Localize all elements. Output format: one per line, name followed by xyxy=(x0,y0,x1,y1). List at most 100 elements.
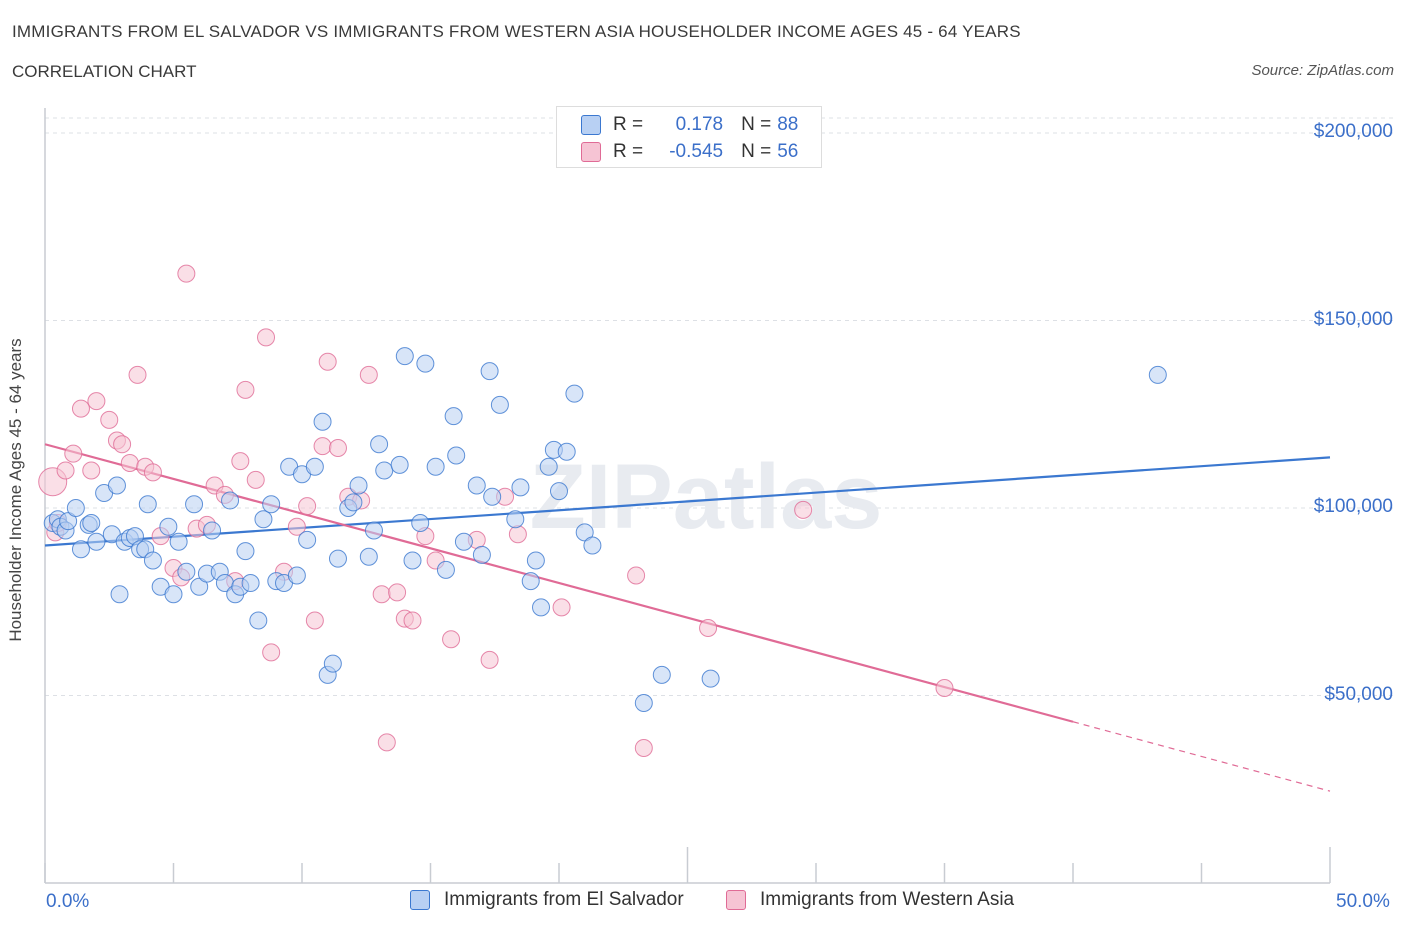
legend-r-label: R = xyxy=(613,114,644,135)
data-point-el-salvador xyxy=(66,499,85,517)
data-point-el-salvador xyxy=(483,487,502,506)
data-point-el-salvador xyxy=(375,461,394,480)
data-point-el-salvador xyxy=(403,551,422,570)
data-point-el-salvador xyxy=(364,521,383,540)
source-label: Source: ZipAtlas.com xyxy=(1251,62,1394,79)
data-point-el-salvador xyxy=(221,491,240,510)
y-tick-label: $150,000 xyxy=(1313,308,1393,330)
data-point-western-asia xyxy=(359,365,378,384)
data-point-el-salvador xyxy=(506,510,525,529)
data-point-el-salvador xyxy=(241,574,260,592)
legend-r-value: 0.178 xyxy=(675,114,724,135)
legend-swatch-blue xyxy=(581,115,601,135)
data-point-el-salvador xyxy=(426,457,445,476)
data-point-el-salvador xyxy=(467,476,486,495)
series-name: Immigrants from El Salvador xyxy=(444,889,684,910)
data-point-el-salvador xyxy=(526,551,545,570)
data-point-el-salvador xyxy=(444,407,463,426)
grid-lines xyxy=(45,117,1395,696)
data-point-el-salvador xyxy=(511,478,530,497)
x-tick-label-min: 0.0% xyxy=(46,891,90,912)
y-tick-label: $50,000 xyxy=(1324,683,1393,705)
legend-n-label: N = xyxy=(741,141,772,162)
trend-line-el-salvador xyxy=(44,456,1331,547)
data-point-el-salvador xyxy=(532,598,551,617)
data-point-western-asia xyxy=(298,497,317,516)
data-point-western-asia xyxy=(377,733,396,752)
data-point-el-salvador xyxy=(652,665,671,684)
data-point-el-salvador xyxy=(447,446,466,465)
data-point-western-asia xyxy=(120,454,139,472)
data-point-el-salvador xyxy=(177,562,196,581)
data-point-el-salvador xyxy=(298,530,317,549)
data-point-el-salvador xyxy=(1148,365,1167,384)
data-point-western-asia xyxy=(699,619,718,637)
data-point-el-salvador xyxy=(359,547,378,566)
data-point-el-salvador xyxy=(411,514,430,532)
data-point-el-salvador xyxy=(390,455,409,474)
data-point-el-salvador xyxy=(71,540,90,559)
data-point-el-salvador xyxy=(87,532,106,551)
data-point-western-asia xyxy=(231,452,250,471)
chart-subtitle: CORRELATION CHART xyxy=(12,62,197,81)
data-point-el-salvador xyxy=(490,395,509,414)
data-point-western-asia xyxy=(64,444,83,463)
data-point-western-asia xyxy=(935,679,954,697)
data-point-el-salvador xyxy=(472,545,491,564)
data-point-western-asia xyxy=(388,583,407,602)
data-point-el-salvador xyxy=(521,572,540,591)
data-point-western-asia xyxy=(634,739,653,757)
series-legend-western-asia: Immigrants from Western Asia xyxy=(726,889,1014,911)
data-point-el-salvador xyxy=(344,493,363,512)
data-point-western-asia xyxy=(71,399,90,418)
data-point-western-asia xyxy=(113,435,132,454)
y-tick-label: $100,000 xyxy=(1313,496,1393,517)
y-axis-label: Householder Income Ages 45 - 64 years xyxy=(6,338,25,642)
data-point-western-asia xyxy=(246,470,265,489)
data-point-el-salvador xyxy=(249,611,268,630)
data-point-western-asia xyxy=(100,410,119,429)
data-point-el-salvador xyxy=(395,347,414,366)
data-point-el-salvador xyxy=(550,482,568,501)
data-point-western-asia xyxy=(508,525,527,544)
data-point-western-asia xyxy=(262,643,281,662)
data-point-el-salvador xyxy=(254,510,273,529)
axes xyxy=(44,108,1331,884)
data-point-western-asia xyxy=(287,517,306,536)
data-point-western-asia xyxy=(552,598,571,617)
trend-line-western-asia-extension xyxy=(1072,721,1331,792)
legend-n-value: 56 xyxy=(777,141,799,162)
data-point-el-salvador xyxy=(110,585,129,604)
legend-n-value: 88 xyxy=(777,114,799,135)
data-point-el-salvador xyxy=(349,476,368,495)
data-point-western-asia xyxy=(442,630,461,649)
data-point-el-salvador xyxy=(328,549,347,568)
data-point-western-asia xyxy=(236,380,255,399)
legend-row-el-salvador: R = 0.178 N = 88 xyxy=(581,112,798,138)
data-point-western-asia xyxy=(87,392,106,411)
data-point-el-salvador xyxy=(323,654,342,673)
data-point-el-salvador xyxy=(305,457,324,476)
data-point-el-salvador xyxy=(539,457,558,476)
legend-swatch-pink xyxy=(726,890,746,910)
data-point-el-salvador xyxy=(480,362,499,381)
data-point-western-asia xyxy=(480,650,499,669)
data-point-western-asia xyxy=(56,461,75,480)
correlation-legend: R = 0.178 N = 88 R = -0.545 N = 56 xyxy=(556,106,822,168)
legend-r-label: R = xyxy=(613,141,644,162)
legend-swatch-blue xyxy=(410,890,430,910)
legend-swatch-pink xyxy=(581,142,601,162)
data-point-western-asia xyxy=(82,461,101,480)
data-point-western-asia xyxy=(128,365,147,384)
data-point-western-asia xyxy=(177,264,196,283)
series-legend-el-salvador: Immigrants from El Salvador xyxy=(410,889,684,911)
legend-row-western-asia: R = -0.545 N = 56 xyxy=(581,139,798,165)
data-point-el-salvador xyxy=(436,560,455,579)
data-point-el-salvador xyxy=(416,354,435,373)
data-point-el-salvador xyxy=(262,495,281,514)
data-point-el-salvador xyxy=(185,495,204,514)
data-point-western-asia xyxy=(305,611,324,630)
data-point-western-asia xyxy=(372,585,391,604)
data-point-western-asia xyxy=(794,500,813,519)
data-point-western-asia xyxy=(627,566,646,585)
